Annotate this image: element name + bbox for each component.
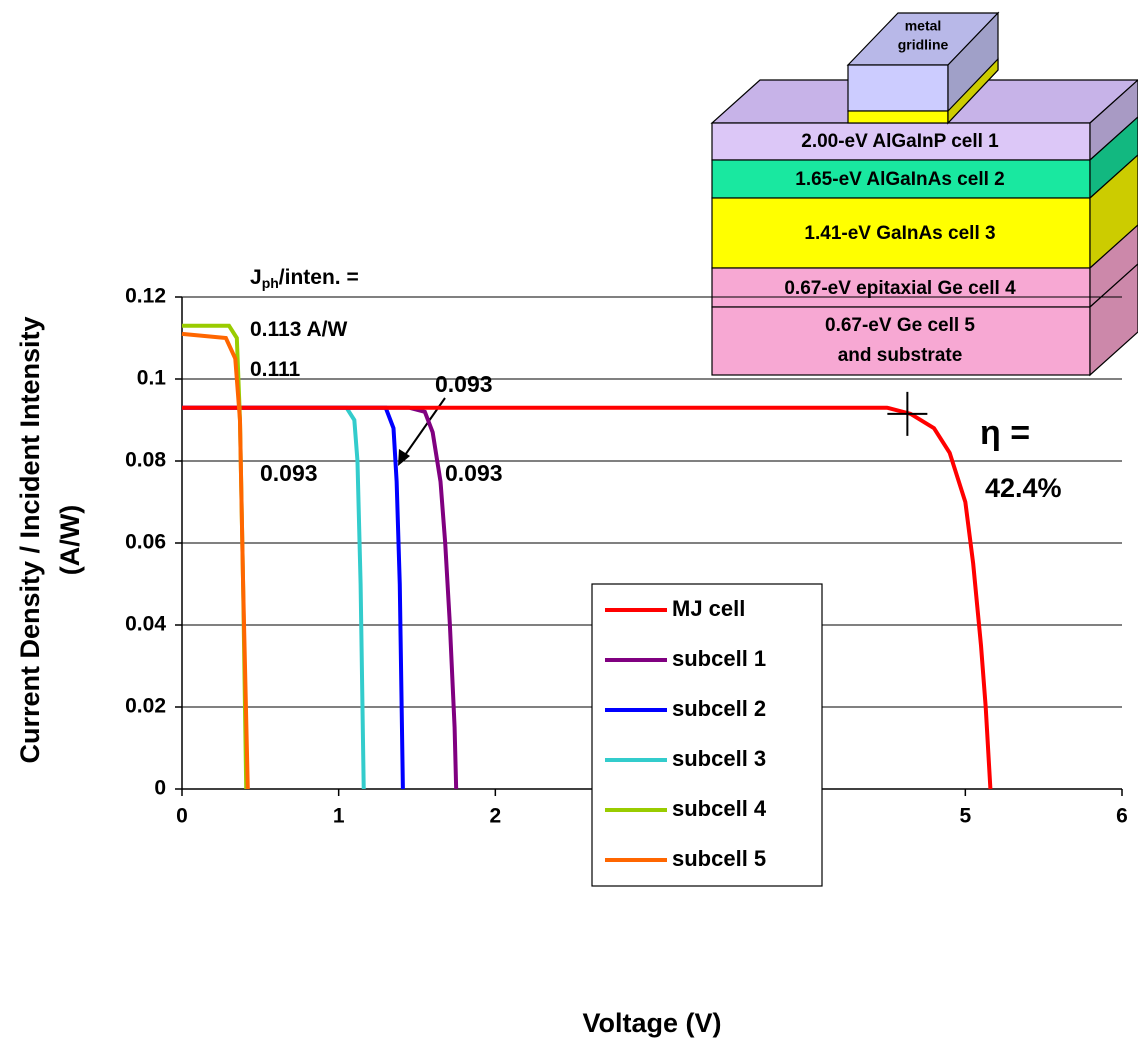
- annotation: 42.4%: [985, 473, 1062, 503]
- inset-label: and substrate: [838, 345, 963, 366]
- x-tick-label: 5: [959, 805, 971, 828]
- annotation: 0.093: [260, 460, 318, 486]
- annotation-part: J: [250, 266, 262, 289]
- x-tick-label: 6: [1116, 805, 1128, 828]
- series-line: [182, 408, 456, 789]
- grid-contact: [848, 111, 948, 123]
- legend-label: subcell 4: [672, 796, 767, 821]
- series-line: [182, 334, 248, 789]
- annotation-part: 0.111: [250, 358, 301, 381]
- legend-label: subcell 5: [672, 846, 766, 871]
- annotation-part: ph: [262, 275, 279, 291]
- annotation: η =: [980, 414, 1030, 452]
- y-tick-label: 0.02: [125, 695, 166, 718]
- inset-label: 2.00-eV AlGaInP cell 1: [801, 131, 999, 152]
- y-tick-label: 0: [154, 777, 166, 800]
- x-axis-title: Voltage (V): [582, 1008, 721, 1038]
- annotation: 0.111: [250, 358, 301, 381]
- y-axis-title: (A/W): [55, 505, 85, 575]
- annotation: Jph/inten. =: [250, 266, 359, 291]
- grid-front: [848, 65, 948, 111]
- legend-label: subcell 2: [672, 696, 766, 721]
- inset-label: 1.41-eV GaInAs cell 3: [804, 223, 995, 244]
- annotation: 0.093: [435, 371, 493, 397]
- annotation-part: 0.113 A/W: [250, 318, 347, 341]
- inset-label: metal: [905, 18, 942, 34]
- annotation-part: 0.093: [260, 460, 318, 486]
- y-tick-label: 0.08: [125, 449, 166, 472]
- annotation: 0.093: [445, 460, 503, 486]
- annotation-part: η =: [980, 414, 1030, 452]
- annotation-part: 0.093: [445, 460, 503, 486]
- x-tick-label: 0: [176, 805, 188, 828]
- chart: metal gridline 2.00-eV AlGaInP cell 1 1.…: [0, 0, 1138, 1053]
- legend: [592, 584, 822, 886]
- inset-label: 1.65-eV AlGaInAs cell 2: [795, 169, 1004, 190]
- legend-label: subcell 1: [672, 646, 766, 671]
- legend-label: MJ cell: [672, 596, 745, 621]
- y-axis-title: Current Density / Incident Intensity: [15, 316, 45, 763]
- annotation-part: /inten. =: [279, 266, 359, 289]
- x-tick-label: 1: [333, 805, 345, 828]
- x-tick-label: 2: [489, 805, 501, 828]
- y-tick-label: 0.04: [125, 613, 166, 636]
- inset-label: 0.67-eV Ge cell 5: [825, 315, 975, 336]
- inset-label: 0.67-eV epitaxial Ge cell 4: [784, 278, 1016, 299]
- legend-label: subcell 3: [672, 746, 766, 771]
- annotation-part: 0.093: [435, 371, 493, 397]
- annotation-part: 42.4%: [985, 473, 1062, 503]
- inset-label: gridline: [898, 37, 949, 53]
- y-tick-label: 0.12: [125, 285, 166, 308]
- y-tick-label: 0.06: [125, 531, 166, 554]
- max-power-point: [887, 392, 927, 436]
- annotation: 0.113 A/W: [250, 318, 347, 341]
- y-tick-label: 0.1: [137, 367, 167, 390]
